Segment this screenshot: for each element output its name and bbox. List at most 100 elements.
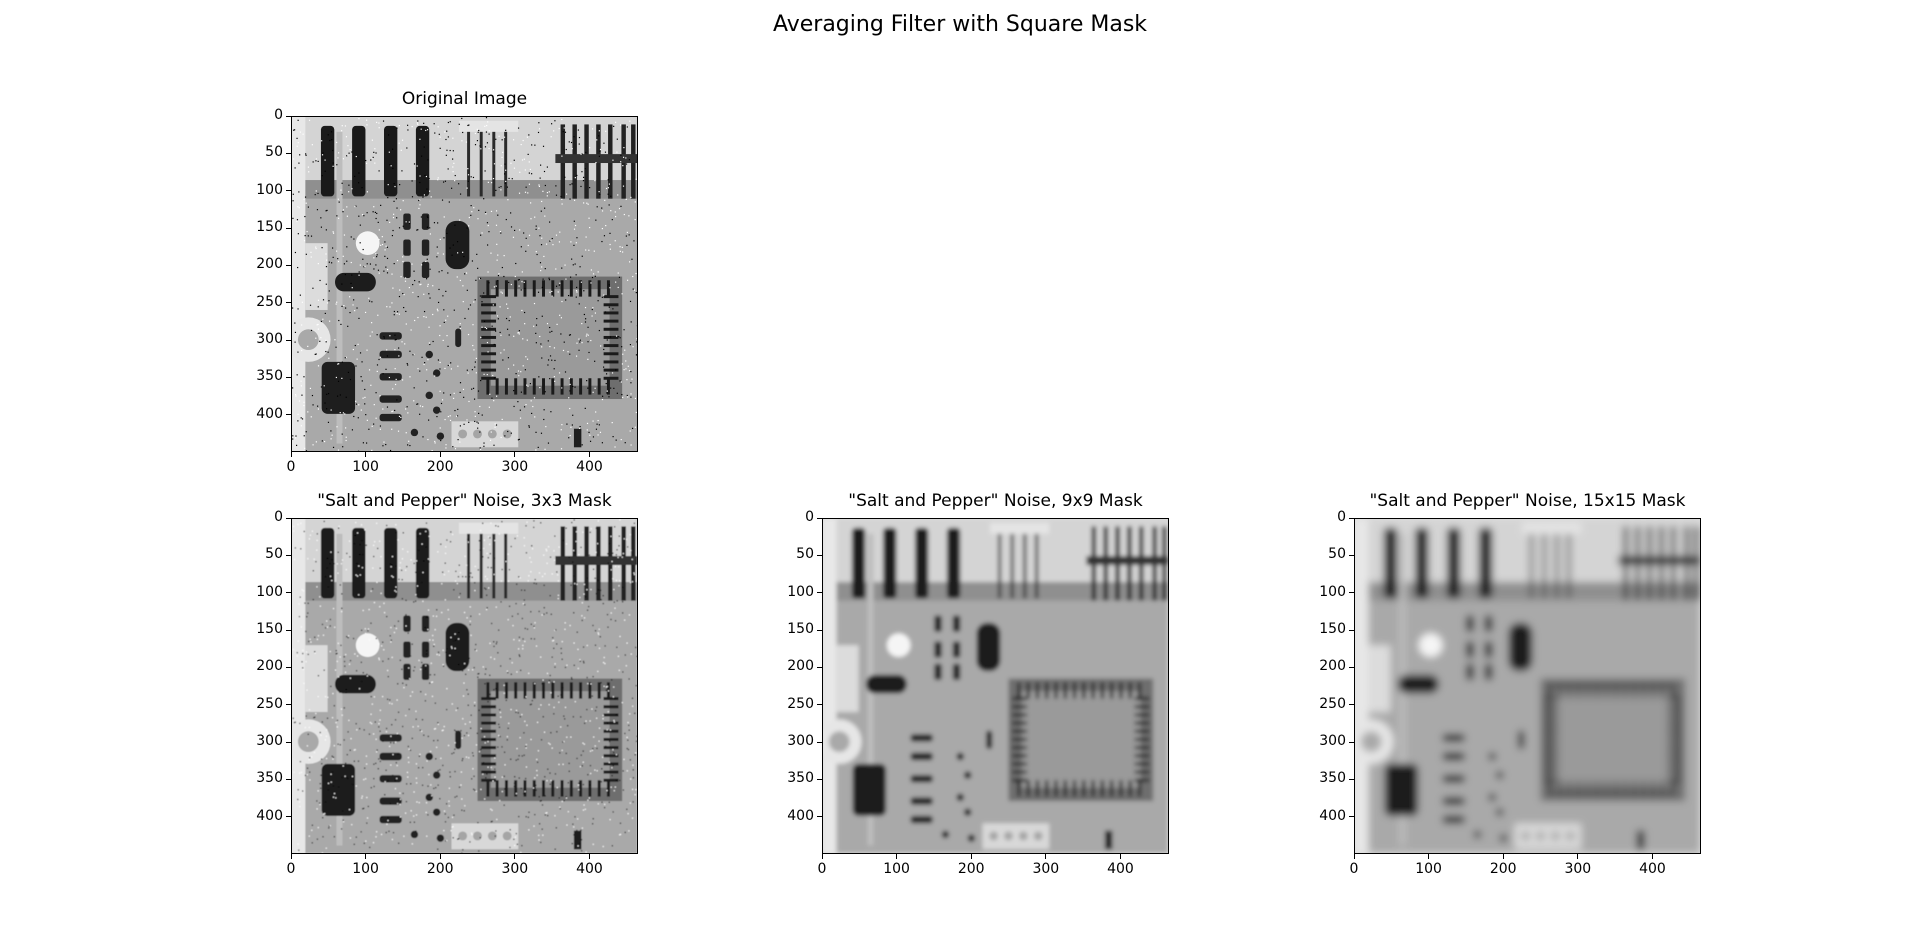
panel-title-mask3: "Salt and Pepper" Noise, 3x3 Mask bbox=[317, 491, 612, 511]
x-tick-mark bbox=[588, 854, 590, 859]
panel-title-original: Original Image bbox=[401, 89, 528, 109]
y-tick-mark bbox=[286, 704, 291, 706]
y-tick-label: 50 bbox=[265, 546, 283, 563]
x-tick-mark bbox=[1353, 854, 1355, 859]
x-tick-label: 400 bbox=[1107, 861, 1134, 877]
y-tick-label: 100 bbox=[256, 181, 283, 198]
y-tick-mark bbox=[817, 629, 822, 631]
y-tick-mark bbox=[286, 414, 291, 416]
x-tick-mark bbox=[439, 452, 441, 457]
x-tick-label: 300 bbox=[1564, 861, 1592, 877]
x-tick-mark bbox=[365, 452, 367, 457]
x-tick-label: 100 bbox=[352, 459, 379, 475]
x-tick-label: 0 bbox=[817, 861, 827, 877]
x-tick-mark bbox=[1119, 854, 1121, 859]
y-tick-mark bbox=[817, 816, 822, 818]
y-tick-label: 300 bbox=[256, 733, 283, 749]
image-axes-mask9 bbox=[822, 518, 1169, 854]
y-tick-mark bbox=[286, 816, 291, 818]
y-tick-label: 250 bbox=[256, 695, 283, 712]
grayscale-image-original bbox=[292, 117, 637, 451]
y-tick-label: 250 bbox=[256, 293, 283, 310]
y-tick-mark bbox=[286, 592, 291, 594]
x-tick-mark bbox=[514, 452, 516, 457]
x-tick-mark bbox=[1045, 854, 1047, 859]
x-tick-label: 100 bbox=[883, 861, 910, 877]
y-tick-mark bbox=[286, 339, 291, 341]
x-tick-label: 400 bbox=[1639, 861, 1666, 877]
y-tick-mark bbox=[286, 227, 291, 229]
y-tick-label: 350 bbox=[787, 770, 814, 787]
panel-title-mask15: "Salt and Pepper" Noise, 15x15 Mask bbox=[1369, 491, 1686, 511]
y-tick-mark bbox=[817, 554, 822, 556]
x-tick-label: 300 bbox=[501, 459, 529, 475]
y-tick-label: 150 bbox=[256, 219, 283, 235]
y-tick-mark bbox=[817, 517, 822, 519]
y-tick-label: 400 bbox=[787, 807, 814, 824]
y-tick-label: 150 bbox=[256, 621, 283, 637]
x-tick-label: 400 bbox=[576, 861, 603, 877]
y-tick-label: 100 bbox=[1319, 583, 1346, 600]
x-tick-label: 0 bbox=[286, 861, 296, 877]
x-tick-mark bbox=[290, 854, 292, 859]
x-tick-mark bbox=[365, 854, 367, 859]
x-tick-label: 300 bbox=[1032, 861, 1060, 877]
x-tick-label: 200 bbox=[426, 459, 454, 475]
y-tick-mark bbox=[1349, 704, 1354, 706]
y-tick-mark bbox=[286, 629, 291, 631]
x-tick-label: 0 bbox=[1349, 861, 1359, 877]
y-tick-label: 0 bbox=[274, 107, 283, 123]
y-tick-label: 50 bbox=[265, 144, 283, 161]
x-tick-mark bbox=[896, 854, 898, 859]
y-tick-label: 300 bbox=[787, 733, 814, 749]
y-tick-mark bbox=[1349, 517, 1354, 519]
x-tick-mark bbox=[1577, 854, 1579, 859]
y-tick-mark bbox=[286, 741, 291, 743]
y-tick-label: 50 bbox=[796, 546, 814, 563]
x-tick-label: 100 bbox=[352, 861, 379, 877]
x-tick-label: 400 bbox=[576, 459, 603, 475]
x-tick-label: 300 bbox=[501, 861, 529, 877]
x-tick-label: 100 bbox=[1415, 861, 1442, 877]
y-tick-mark bbox=[286, 152, 291, 154]
image-axes-mask3 bbox=[291, 518, 638, 854]
image-axes-mask15 bbox=[1354, 518, 1701, 854]
y-tick-label: 250 bbox=[787, 695, 814, 712]
y-tick-mark bbox=[286, 302, 291, 304]
x-tick-mark bbox=[439, 854, 441, 859]
x-tick-mark bbox=[290, 452, 292, 457]
y-tick-label: 350 bbox=[256, 770, 283, 787]
x-tick-mark bbox=[1428, 854, 1430, 859]
y-tick-mark bbox=[1349, 554, 1354, 556]
y-tick-mark bbox=[1349, 778, 1354, 780]
y-tick-mark bbox=[1349, 666, 1354, 668]
y-tick-label: 150 bbox=[787, 621, 814, 637]
grayscale-image-mask3 bbox=[292, 519, 637, 853]
y-tick-mark bbox=[286, 190, 291, 192]
y-tick-label: 350 bbox=[256, 368, 283, 385]
y-tick-label: 200 bbox=[256, 256, 283, 273]
y-tick-mark bbox=[1349, 629, 1354, 631]
y-tick-label: 100 bbox=[256, 583, 283, 600]
y-tick-label: 0 bbox=[274, 509, 283, 525]
y-tick-mark bbox=[1349, 592, 1354, 594]
y-tick-mark bbox=[286, 517, 291, 519]
x-tick-label: 200 bbox=[957, 861, 985, 877]
y-tick-label: 300 bbox=[1319, 733, 1346, 749]
y-tick-label: 400 bbox=[256, 405, 283, 422]
y-tick-mark bbox=[817, 741, 822, 743]
y-tick-label: 400 bbox=[256, 807, 283, 824]
y-tick-mark bbox=[817, 704, 822, 706]
y-tick-label: 400 bbox=[1319, 807, 1346, 824]
y-tick-label: 200 bbox=[1319, 658, 1346, 675]
y-tick-mark bbox=[1349, 741, 1354, 743]
y-tick-label: 300 bbox=[256, 331, 283, 347]
x-tick-label: 200 bbox=[426, 861, 454, 877]
x-tick-mark bbox=[588, 452, 590, 457]
x-tick-mark bbox=[970, 854, 972, 859]
y-tick-label: 200 bbox=[787, 658, 814, 675]
x-tick-mark bbox=[1651, 854, 1653, 859]
y-tick-label: 150 bbox=[1319, 621, 1346, 637]
x-tick-mark bbox=[821, 854, 823, 859]
